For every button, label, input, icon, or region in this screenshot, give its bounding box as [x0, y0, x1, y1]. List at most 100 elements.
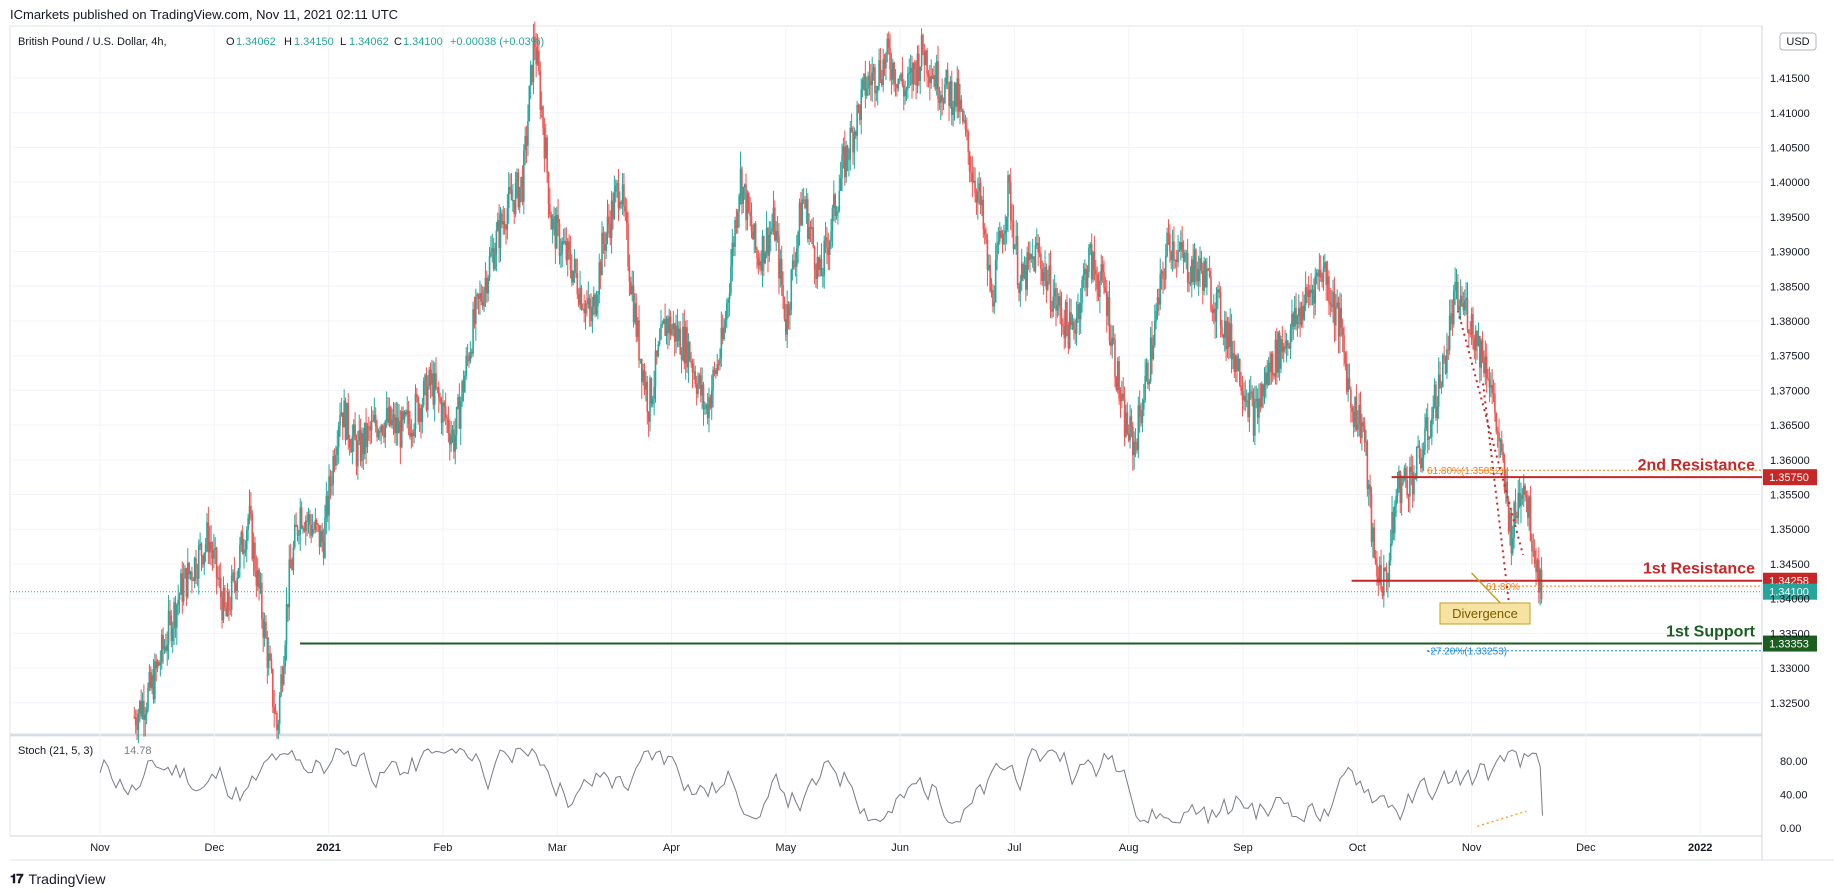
candle	[148, 671, 151, 688]
candle	[315, 520, 318, 525]
candle	[151, 675, 153, 689]
candle	[720, 327, 723, 359]
candle	[550, 215, 553, 230]
candle	[632, 285, 635, 323]
time-tick-label: Feb	[433, 842, 452, 854]
candle	[254, 542, 256, 572]
candle	[797, 231, 799, 248]
candle	[761, 235, 764, 272]
tradingview-logo-icon[interactable]: 𝟏𝟕	[10, 871, 24, 886]
candle	[457, 397, 459, 408]
candle	[979, 183, 982, 206]
time-tick-label: Jul	[1007, 842, 1021, 854]
trendline[interactable]	[1456, 310, 1525, 556]
candle	[525, 136, 528, 146]
currency-button[interactable]	[1779, 32, 1817, 51]
footer: 𝟏𝟕 TradingView	[10, 871, 106, 887]
candle	[824, 237, 827, 241]
candle	[933, 75, 935, 79]
candle	[1063, 325, 1066, 339]
main-pane[interactable]	[9, 25, 1763, 735]
candle	[269, 653, 271, 660]
candle	[1332, 291, 1334, 307]
candle	[683, 326, 686, 364]
candle	[1431, 418, 1433, 437]
candle	[602, 232, 605, 244]
candle	[262, 618, 265, 638]
candle	[1008, 175, 1011, 183]
candle	[1376, 563, 1378, 577]
candle	[1018, 285, 1020, 293]
open-label: O	[226, 36, 235, 48]
candle	[916, 53, 919, 86]
candle	[229, 609, 232, 611]
candle	[1033, 256, 1035, 272]
candle	[736, 211, 739, 228]
candle	[691, 363, 694, 373]
candle	[385, 408, 388, 421]
level-price-tag	[1763, 469, 1817, 486]
candle	[826, 237, 828, 248]
candle	[278, 695, 281, 724]
candle	[354, 424, 356, 441]
candle	[926, 50, 928, 75]
candle	[480, 293, 483, 302]
candle	[539, 71, 542, 110]
candle	[952, 107, 954, 115]
candle	[723, 326, 725, 340]
candle	[968, 151, 971, 172]
candle	[730, 266, 732, 294]
candle	[1177, 250, 1179, 263]
candle	[1310, 289, 1312, 294]
candle	[343, 400, 345, 428]
candle	[479, 293, 481, 299]
candle	[409, 423, 411, 437]
candle	[1193, 249, 1196, 283]
candle	[1278, 332, 1281, 369]
candle	[1088, 247, 1090, 273]
candle	[1441, 355, 1444, 388]
candle	[1328, 276, 1330, 303]
candle	[1267, 362, 1270, 386]
candle	[1437, 374, 1440, 407]
candle	[780, 258, 783, 285]
candle	[373, 414, 376, 422]
candle	[304, 520, 307, 532]
candle	[314, 520, 317, 530]
candle	[1225, 320, 1227, 350]
candle	[147, 687, 149, 710]
candle	[686, 327, 688, 368]
candle	[1270, 353, 1273, 373]
candle	[1490, 384, 1492, 388]
candle	[350, 447, 352, 453]
candle	[1055, 288, 1057, 311]
candle	[886, 38, 889, 54]
candle	[920, 35, 923, 67]
candle	[158, 661, 160, 666]
candle	[913, 62, 916, 69]
candle	[646, 381, 649, 413]
stoch-pane[interactable]	[9, 735, 1763, 837]
candle	[1469, 333, 1472, 335]
candle	[535, 47, 537, 65]
candle	[180, 573, 182, 595]
candle	[800, 202, 802, 226]
candle	[1164, 256, 1167, 280]
candle	[1053, 288, 1056, 297]
candle	[1284, 346, 1286, 349]
candle	[1031, 256, 1034, 259]
candle	[284, 645, 286, 667]
time-tick-label: Oct	[1349, 842, 1366, 854]
candle	[1156, 297, 1159, 311]
candle	[885, 53, 887, 69]
candle	[848, 159, 850, 161]
candle	[1005, 216, 1008, 231]
candle	[1173, 241, 1175, 261]
tradingview-brand[interactable]: TradingView	[28, 871, 106, 887]
price-tick-label: 1.37000	[1770, 385, 1810, 397]
candle	[1531, 540, 1533, 551]
candle	[1330, 304, 1333, 307]
candle	[1132, 426, 1134, 456]
candle	[1472, 314, 1474, 340]
